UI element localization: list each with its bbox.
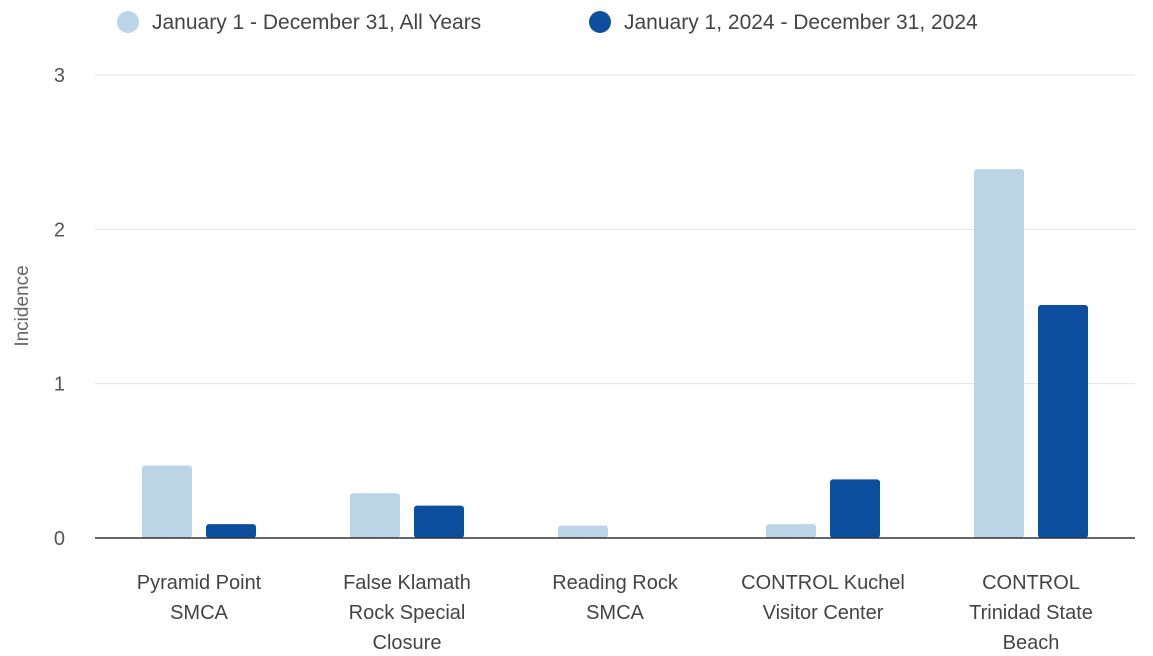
y-tick-label-3: 3 — [54, 65, 65, 87]
y-tick-label-1: 1 — [54, 374, 65, 396]
bar-1-1 — [414, 505, 464, 538]
legend-label-1: January 1, 2024 - December 31, 2024 — [624, 11, 978, 34]
bar-2-0 — [558, 525, 608, 538]
bar-0-0 — [142, 465, 192, 538]
x-tick-label-2: Reading Rock SMCA — [552, 572, 679, 624]
x-tick-label-1: False Klamath Rock Special Closure — [343, 572, 471, 654]
bar-4-0 — [974, 169, 1024, 539]
x-tick-label-4: CONTROL Trinidad State Beach — [969, 572, 1093, 654]
y-axis-ticks: 0 1 2 3 — [54, 65, 65, 550]
legend: January 1 - December 31, All Years Januar… — [117, 11, 978, 34]
bar-3-1 — [830, 479, 880, 538]
bars — [142, 169, 1088, 539]
y-axis-label: Incidence — [12, 265, 33, 346]
gridlines — [95, 74, 1135, 385]
bar-4-1 — [1038, 304, 1088, 538]
legend-label-0: January 1 - December 31, All Years — [152, 11, 481, 34]
legend-swatch-1 — [589, 11, 611, 33]
bar-0-1 — [206, 524, 256, 538]
x-tick-label-3: CONTROL Kuchel Visitor Center — [741, 572, 905, 624]
legend-swatch-0 — [117, 11, 139, 33]
x-tick-label-0: Pyramid Point SMCA — [137, 572, 262, 624]
bar-1-0 — [350, 493, 400, 538]
bar-3-0 — [766, 524, 816, 538]
y-tick-label-0: 0 — [54, 528, 65, 550]
x-axis-ticks: Pyramid Point SMCA False Klamath Rock Speci… — [137, 572, 1093, 654]
y-tick-label-2: 2 — [54, 219, 65, 241]
